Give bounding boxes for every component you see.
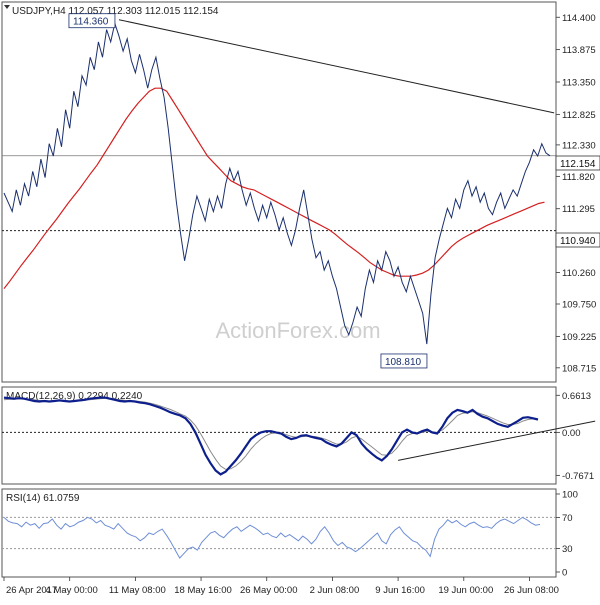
rsi-y-tick-label: 100 [562, 490, 578, 501]
low-label: 108.810 [385, 357, 422, 368]
x-tick-label: 26 Jun 08:00 [504, 585, 559, 596]
price-trendline [118, 19, 555, 114]
rsi-y-axis: 100 70 30 0 [556, 490, 578, 579]
rsi-y-tick-label: 30 [562, 544, 573, 555]
price-line [3, 21, 551, 345]
rsi-panel: RSI(14) 61.0759 100 70 30 0 [1, 488, 578, 579]
x-tick-label: 11 May 08:00 [109, 585, 166, 596]
x-tick-label: 26 May 00:00 [240, 585, 298, 596]
price-y-tick-label: 113.350 [562, 78, 596, 89]
price-y-tick-label: 111.295 [562, 204, 595, 215]
x-tick-label: 2 Jun 08:00 [310, 585, 360, 596]
price-panel-title: USDJPY,H4 112.057 112.303 112.015 112.15… [12, 6, 219, 17]
price-y-tick-label: 114.400 [562, 13, 596, 24]
last-price-label: 112.154 [560, 159, 596, 170]
price-y-tick-label: 109.750 [562, 300, 596, 311]
macd-y-axis: 0.6613 0.00 -0.7671 [556, 391, 594, 482]
chevron-down-icon [4, 5, 10, 9]
macd-y-tick-label: 0.00 [562, 428, 581, 439]
price-panel: ActionForex.com USDJPY,H4 112.057 112.30… [1, 1, 600, 383]
price-y-tick-label: 112.330 [562, 140, 596, 151]
macd-trendline [398, 420, 596, 461]
macd-line [3, 396, 539, 476]
macd-y-tick-label: -0.7671 [562, 471, 594, 482]
rsi-panel-title: RSI(14) 61.0759 [6, 493, 80, 504]
ma-line [3, 87, 545, 289]
price-y-tick-label: 108.715 [562, 363, 596, 374]
high-box [68, 13, 116, 29]
price-y-tick-label: 112.825 [562, 110, 596, 121]
price-panel-frame [1, 1, 557, 383]
rsi-y-tick-label: 70 [562, 513, 573, 524]
price-y-tick-label: 110.260 [562, 268, 596, 279]
low-box [380, 353, 428, 369]
x-tick-label: 18 May 16:00 [174, 585, 232, 596]
watermark: ActionForex.com [215, 318, 380, 343]
macd-panel: MACD(12,26,9) 0.2294 0.2240 0.6613 0.00 -0… [1, 386, 596, 485]
rsi-panel-frame [1, 488, 557, 578]
rsi-y-tick-label: 0 [562, 568, 567, 579]
macd-panel-title: MACD(12,26,9) 0.2294 0.2240 [6, 391, 143, 402]
support-label: 110.940 [560, 236, 596, 247]
price-y-tick-label: 113.875 [562, 45, 596, 56]
macd-y-tick-label: 0.6613 [562, 391, 591, 402]
high-label: 114.360 [73, 17, 109, 28]
price-y-tick-label: 111.820 [562, 172, 595, 183]
x-tick-label: 4 May 00:00 [46, 585, 98, 596]
x-tick-label: 26 Apr 2017 [6, 585, 57, 596]
macd-panel-frame [1, 386, 557, 485]
x-tick-label: 9 Jun 16:00 [375, 585, 425, 596]
last-price-box [555, 155, 600, 171]
price-y-tick-label: 109.225 [562, 332, 596, 343]
rsi-line [3, 516, 541, 559]
x-tick-label: 19 Jun 00:00 [438, 585, 493, 596]
rsi-level-lines [2, 516, 556, 550]
support-box [555, 232, 600, 248]
